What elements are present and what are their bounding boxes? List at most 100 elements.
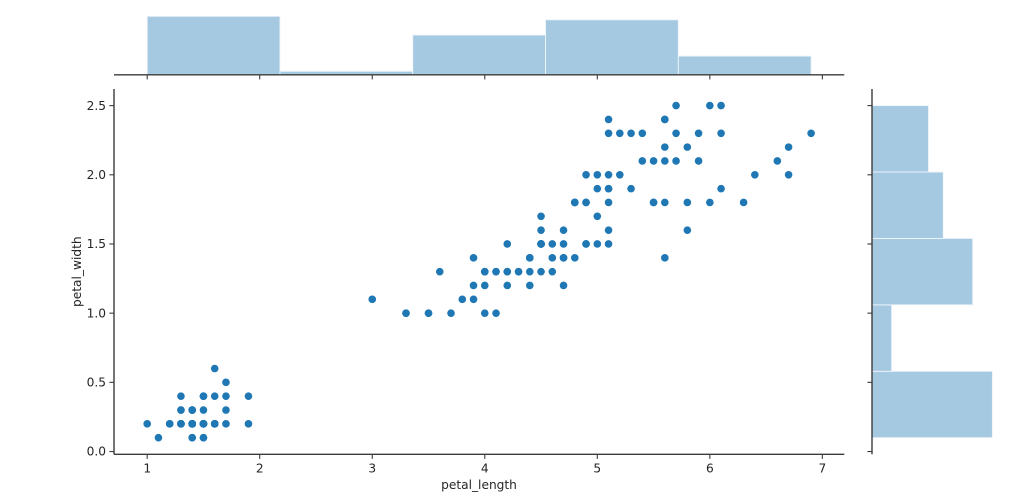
scatter-point: [717, 101, 725, 110]
x-tick-label: 6: [706, 461, 714, 475]
scatter-point: [593, 170, 602, 179]
scatter-point: [559, 226, 568, 234]
scatter-point: [661, 198, 669, 207]
scatter-point: [672, 157, 680, 165]
scatter-point: [199, 392, 208, 400]
scatter-point: [739, 198, 748, 207]
scatter-point: [525, 267, 534, 276]
y-axis-label: petal_width: [70, 236, 84, 307]
scatter-point: [604, 115, 613, 124]
scatter-point: [222, 420, 230, 428]
scatter-point: [514, 267, 523, 276]
scatter-point: [638, 157, 647, 165]
scatter-point: [638, 129, 647, 138]
y-tick-label: 2.0: [87, 168, 106, 182]
x-tick-label: 2: [256, 461, 264, 475]
x-tick-label: 4: [481, 461, 489, 475]
scatter-point: [435, 267, 444, 276]
y-hist-bar: [871, 171, 944, 239]
scatter-point: [177, 420, 185, 428]
scatter-point: [672, 129, 680, 138]
scatter-point: [222, 392, 230, 400]
scatter-point: [492, 309, 500, 317]
scatter-point: [368, 295, 377, 304]
right-marginal-histogram: [867, 89, 993, 455]
scatter-point: [537, 267, 545, 276]
scatter-point: [469, 254, 478, 262]
scatter-point: [154, 433, 163, 442]
scatter-point: [706, 198, 714, 207]
scatter-point: [177, 392, 185, 400]
scatter-point: [537, 226, 545, 234]
scatter-point: [661, 157, 669, 165]
x-tick-label: 7: [818, 461, 826, 475]
scatter-point: [424, 309, 433, 317]
scatter-point: [537, 212, 545, 221]
scatter-point: [683, 143, 692, 151]
y-hist-bar: [871, 370, 993, 439]
scatter-point: [604, 170, 613, 179]
y-tick-label: 0.0: [87, 445, 106, 459]
scatter-point: [694, 157, 703, 165]
x-tick-label: 5: [593, 461, 601, 475]
scatter-point: [480, 309, 489, 317]
scatter-point: [537, 240, 545, 248]
scatter-point: [683, 198, 692, 207]
x-tick-label: 3: [368, 461, 376, 475]
scatter-point: [604, 184, 613, 193]
scatter-point: [717, 129, 725, 138]
scatter-point: [649, 157, 658, 165]
y-tick-label: 2.5: [87, 99, 106, 113]
scatter-point: [593, 184, 602, 193]
scatter-point: [188, 420, 197, 428]
scatter-point: [784, 143, 793, 151]
scatter-point: [784, 170, 793, 179]
scatter-point: [525, 281, 534, 290]
scatter-point: [480, 267, 489, 276]
x-hist-bar: [677, 55, 812, 76]
scatter-point: [604, 198, 613, 207]
y-hist-bar: [871, 304, 893, 372]
scatter-point: [548, 267, 557, 276]
scatter-point: [582, 170, 590, 179]
scatter-point: [199, 420, 208, 428]
scatter-point: [503, 281, 512, 290]
scatter-point: [525, 254, 534, 262]
y-tick-label: 0.5: [87, 376, 106, 390]
scatter-point: [222, 378, 230, 387]
x-hist-bar: [412, 34, 546, 76]
scatter-point: [582, 240, 590, 248]
scatter-point: [627, 129, 635, 138]
scatter-point: [503, 267, 512, 276]
x-axis-ticks: 1 2 3 4 5 6 7: [143, 454, 826, 475]
scatter-point: [683, 226, 692, 234]
scatter-point: [570, 254, 579, 262]
scatter-point: [143, 420, 151, 428]
scatter-point: [627, 184, 635, 193]
scatter-point: [165, 420, 174, 428]
scatter-point: [210, 364, 219, 373]
scatter-point: [458, 295, 467, 304]
scatter-point: [199, 433, 208, 442]
scatter-point: [548, 240, 557, 248]
y-tick-label: 1.5: [87, 237, 106, 251]
scatter-point: [548, 254, 557, 262]
scatter-point: [604, 129, 613, 138]
scatter-point: [672, 101, 680, 110]
scatter-point: [402, 309, 410, 317]
scatter-point: [661, 115, 669, 124]
x-axis-label: petal_length: [441, 478, 517, 492]
scatter-point: [661, 254, 669, 262]
scatter-point: [492, 267, 500, 276]
scatter-point: [559, 254, 568, 262]
scatter-point: [188, 433, 197, 442]
scatter-point: [210, 392, 219, 400]
top-marginal-histogram: [114, 15, 845, 80]
scatter-point: [751, 170, 759, 179]
scatter-point: [604, 226, 613, 234]
scatter-point: [661, 143, 669, 151]
scatter-point: [559, 240, 568, 248]
scatter-point: [480, 281, 489, 290]
